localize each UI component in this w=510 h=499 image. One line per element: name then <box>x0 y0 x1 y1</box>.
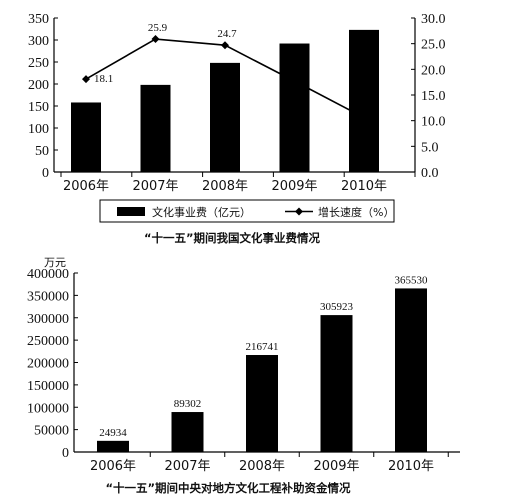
subsidy-bar <box>246 355 278 452</box>
growth-rate-label: 18.1 <box>94 73 113 85</box>
right-tick-label: 0.0 <box>421 166 439 181</box>
legend-line-marker <box>295 207 303 216</box>
chart-expenditure: 0 50 100 150 200 250 300 350 0.0 5.0 10.0 15.0 20.0 2… <box>28 12 446 245</box>
x-category-label: 2008年 <box>202 179 248 194</box>
legend-bar-swatch <box>117 207 145 216</box>
x-category-label: 2008年 <box>239 459 285 474</box>
x-category-label: 2007年 <box>132 179 178 194</box>
chart-subsidy: 万元 0 50000 100000 150000 200000 250000 300000 3… <box>27 256 460 495</box>
left-tick-label: 50 <box>35 144 49 159</box>
x-category-label: 2007年 <box>164 459 210 474</box>
subsidy-value-label: 305923 <box>320 301 354 313</box>
left-tick-label: 300 <box>28 34 49 49</box>
chart-subsidy-axes: 0 50000 100000 150000 200000 250000 300000 3500… <box>27 267 460 474</box>
x-category-label: 2009年 <box>271 179 317 194</box>
expenditure-bar <box>210 62 240 172</box>
y-tick-label: 300000 <box>27 312 69 327</box>
y-tick-label: 250000 <box>27 334 69 349</box>
y-tick-label: 400000 <box>27 267 69 282</box>
x-category-label: 2010年 <box>341 179 387 194</box>
growth-rate-point <box>221 41 229 50</box>
left-tick-label: 100 <box>28 122 49 137</box>
legend-bar-label: 文化事业费（亿元） <box>152 205 251 219</box>
expenditure-bar <box>140 84 171 172</box>
left-tick-label: 150 <box>28 100 49 115</box>
right-tick-label: 5.0 <box>421 140 439 155</box>
chart-expenditure-legend: 文化事业费（亿元） 增长速度（%） <box>99 199 395 223</box>
x-category-label: 2006年 <box>90 459 136 474</box>
growth-rate-label: 25.9 <box>148 22 168 34</box>
chart-subsidy-bars: 24934 89302 216741 305923 365530 <box>97 274 428 452</box>
x-category-label: 2006年 <box>63 179 109 194</box>
subsidy-bar <box>320 315 353 452</box>
x-category-label: 2009年 <box>313 459 359 474</box>
y-tick-label: 150000 <box>27 379 69 394</box>
subsidy-value-label: 365530 <box>395 274 429 286</box>
subsidy-value-label: 24934 <box>99 427 127 439</box>
chart-expenditure-bars <box>71 29 379 172</box>
y-tick-label: 350000 <box>27 289 69 304</box>
subsidy-value-label: 89302 <box>174 398 202 410</box>
expenditure-bar <box>71 102 101 172</box>
chart-subsidy-title: “十一五”期间中央对地方文化工程补助资金情况 <box>105 481 351 495</box>
left-tick-label: 350 <box>28 12 49 27</box>
subsidy-value-label: 216741 <box>246 341 279 353</box>
left-tick-label: 250 <box>28 56 49 71</box>
right-tick-label: 20.0 <box>421 63 446 78</box>
y-tick-label: 200000 <box>27 357 69 372</box>
left-tick-label: 200 <box>28 78 49 93</box>
chart-expenditure-axes: 0 50 100 150 200 250 300 350 0.0 5.0 10.0 15.0 20.0 2… <box>28 12 446 194</box>
right-tick-label: 30.0 <box>421 12 446 27</box>
subsidy-bar <box>97 440 129 452</box>
growth-rate-point <box>290 77 299 86</box>
subsidy-bar <box>171 412 204 452</box>
right-tick-label: 25.0 <box>421 38 446 53</box>
legend-frame <box>99 199 395 223</box>
growth-rate-point <box>151 35 160 44</box>
right-tick-label: 15.0 <box>421 89 446 104</box>
y-tick-label: 50000 <box>34 424 69 439</box>
left-tick-label: 0 <box>42 166 49 181</box>
subsidy-bar <box>395 288 427 452</box>
chart-expenditure-title: “十一五”期间我国文化事业费情况 <box>144 231 321 245</box>
y-tick-label: 100000 <box>27 401 69 416</box>
chart-expenditure-line: 18.1 25.9 24.7 <box>82 22 368 122</box>
chart-subsidy-unit: 万元 <box>44 256 66 269</box>
right-tick-label: 10.0 <box>421 115 446 130</box>
x-category-label: 2010年 <box>388 459 434 474</box>
growth-rate-point <box>360 113 368 122</box>
expenditure-bar <box>349 29 379 172</box>
legend-line-label: 增长速度（%） <box>318 205 394 219</box>
y-tick-label: 0 <box>62 446 69 461</box>
growth-rate-point <box>82 75 90 84</box>
growth-rate-label: 24.7 <box>217 28 237 40</box>
expenditure-bar <box>279 43 310 172</box>
